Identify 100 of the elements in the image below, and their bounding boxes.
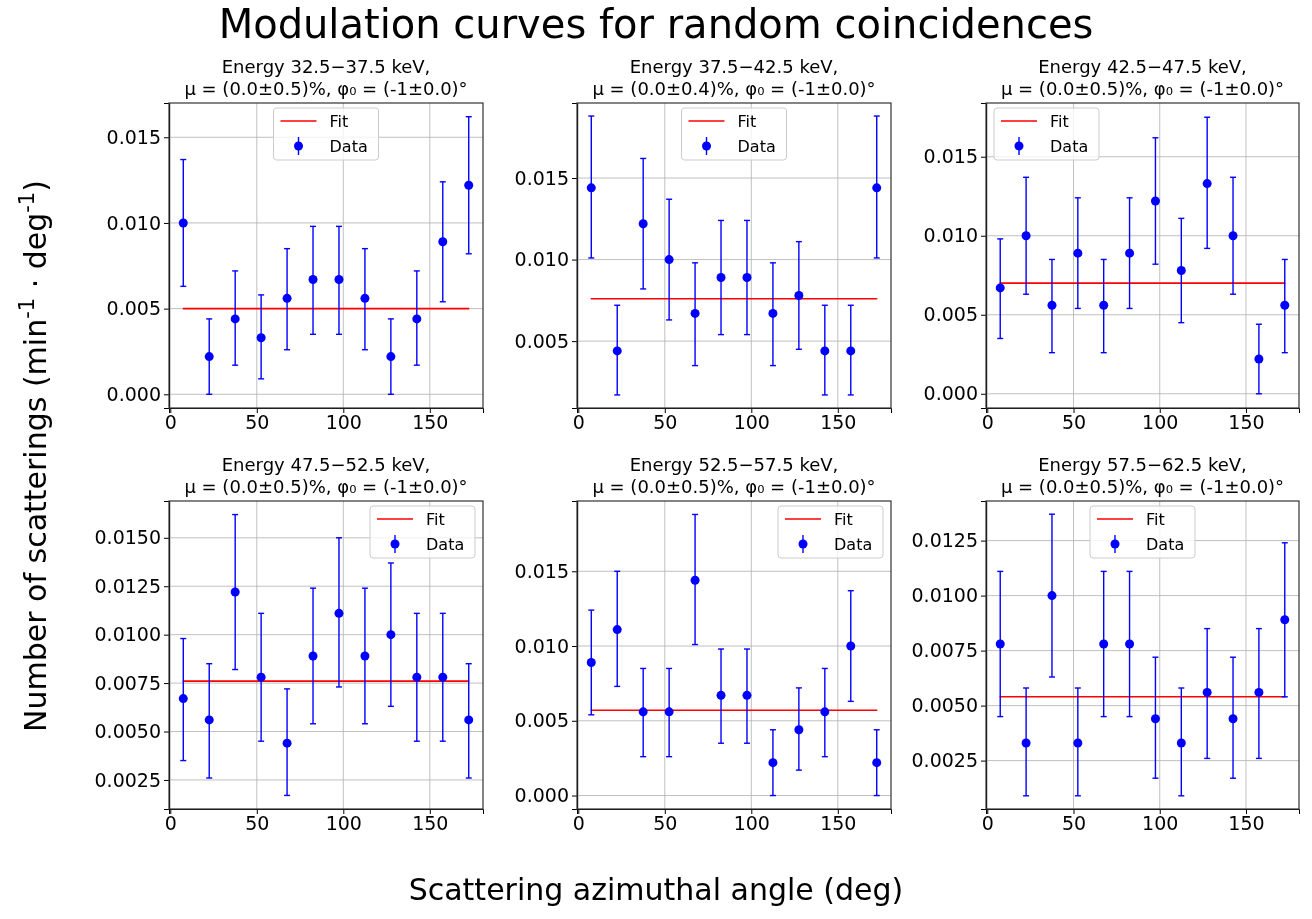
point — [794, 290, 804, 300]
point — [1254, 687, 1264, 697]
legend-label: Data — [834, 535, 873, 554]
y-tick-label: 0.0025 — [911, 749, 978, 772]
legend-label: Data — [426, 535, 465, 554]
y-tick-label: 0.0025 — [94, 768, 161, 791]
x-tick-label: 0 — [981, 411, 994, 434]
point — [230, 314, 240, 324]
y-tick-label: 0.010 — [514, 634, 569, 657]
point — [360, 651, 370, 661]
x-tick-label: 0 — [572, 411, 585, 434]
point — [1099, 639, 1109, 649]
point — [334, 608, 344, 618]
point — [438, 672, 448, 682]
x-tick-label: 150 — [412, 411, 449, 434]
point — [1125, 248, 1135, 258]
point — [742, 690, 752, 700]
point — [768, 758, 778, 768]
x-tick-label: 0 — [572, 812, 585, 835]
point — [204, 715, 214, 725]
y-tick-label: 0.0150 — [94, 526, 161, 549]
x-tick-label: 50 — [1061, 411, 1087, 434]
x-tick-label: 50 — [653, 411, 678, 434]
y-tick-label: 0.010 — [514, 248, 569, 271]
point — [612, 625, 622, 635]
text: Modulation curves for random coincidences — [218, 1, 1094, 47]
point — [308, 651, 318, 661]
point — [586, 183, 596, 193]
legend-label: Fit — [737, 112, 757, 131]
x-tick-label: 150 — [1228, 411, 1265, 434]
y-tick-label: 0.015 — [923, 145, 978, 168]
x-tick-label: 0 — [164, 812, 177, 835]
point — [638, 707, 648, 717]
point — [334, 274, 344, 284]
legend-label: Data — [737, 137, 776, 156]
point — [995, 283, 1005, 293]
point — [638, 219, 648, 229]
point — [820, 346, 830, 356]
point — [412, 672, 422, 682]
legend-label: Fit — [1146, 510, 1165, 529]
x-tick-label: 100 — [1142, 812, 1179, 835]
point — [768, 308, 778, 318]
y-tick-label: 0.000 — [106, 382, 161, 405]
point — [230, 587, 240, 597]
x-tick-label: 0 — [981, 812, 994, 835]
point — [1047, 300, 1057, 310]
point — [612, 346, 622, 356]
legend-label: Fit — [1050, 112, 1069, 131]
x-tick-label: 100 — [733, 411, 770, 434]
chart-title: Energy 42.5−47.5 keV, μ = (0.0±0.5)%, φ₀ = (-1±0.0)° — [1000, 56, 1285, 99]
x-tick-label: 150 — [412, 812, 449, 835]
point — [386, 352, 396, 362]
chart-title: Energy 52.5−57.5 keV, μ = (0.0±0.5)%, φ₀ = (-1±0.0)° — [592, 454, 876, 497]
y-tick-label: 0.0100 — [94, 623, 161, 646]
chart-title: Energy 47.5−52.5 keV, μ = (0.0±0.5)%, φ₀ = (-1±0.0)° — [184, 454, 468, 497]
y-tick-label: 0.0050 — [911, 694, 978, 717]
point — [664, 255, 674, 265]
point — [1150, 714, 1160, 724]
y-tick-label: 0.0075 — [94, 671, 161, 694]
y-tick-label: 0.015 — [514, 166, 569, 189]
point — [256, 333, 266, 343]
point — [1073, 738, 1083, 748]
point — [846, 641, 856, 651]
y-tick-label: 0.015 — [106, 125, 161, 148]
point — [716, 273, 726, 283]
point — [204, 352, 214, 362]
point — [1073, 248, 1083, 258]
point — [256, 672, 266, 682]
point — [586, 657, 596, 667]
legend-label: Fit — [329, 112, 349, 131]
point — [1125, 639, 1135, 649]
x-tick-label: 50 — [245, 812, 270, 835]
chart-title: Energy 37.5−42.5 keV, μ = (0.0±0.4)%, φ₀ = (-1±0.0)° — [592, 56, 876, 99]
point — [794, 725, 804, 735]
point — [820, 707, 830, 717]
y-tick-label: 0.000 — [923, 382, 978, 405]
point — [1280, 300, 1290, 310]
x-tick-label: 150 — [820, 812, 857, 835]
chart-title: Energy 57.5−62.5 keV, μ = (0.0±0.5)%, φ₀ = (-1±0.0)° — [1000, 454, 1285, 497]
y-tick-label: 0.0050 — [94, 720, 161, 743]
point — [872, 758, 882, 768]
legend-label: Fit — [834, 510, 853, 529]
point — [178, 694, 188, 704]
x-tick-label: 100 — [733, 812, 770, 835]
point — [1176, 738, 1186, 748]
legend-label: Fit — [426, 510, 445, 529]
x-tick-label: 150 — [820, 411, 857, 434]
legend-label: Data — [1050, 137, 1089, 156]
text: Scattering azimuthal angle (deg) — [408, 872, 904, 907]
y-tick-label: 0.000 — [514, 784, 569, 807]
point — [846, 346, 856, 356]
point — [690, 308, 700, 318]
point — [438, 237, 448, 247]
y-tick-label: 0.0075 — [911, 639, 978, 662]
y-tick-label: 0.005 — [923, 303, 978, 326]
y-tick-label: 0.005 — [106, 297, 161, 320]
y-tick-label: 0.0125 — [94, 574, 161, 597]
x-tick-label: 150 — [1228, 812, 1265, 835]
point — [1202, 687, 1212, 697]
point — [1099, 300, 1109, 310]
